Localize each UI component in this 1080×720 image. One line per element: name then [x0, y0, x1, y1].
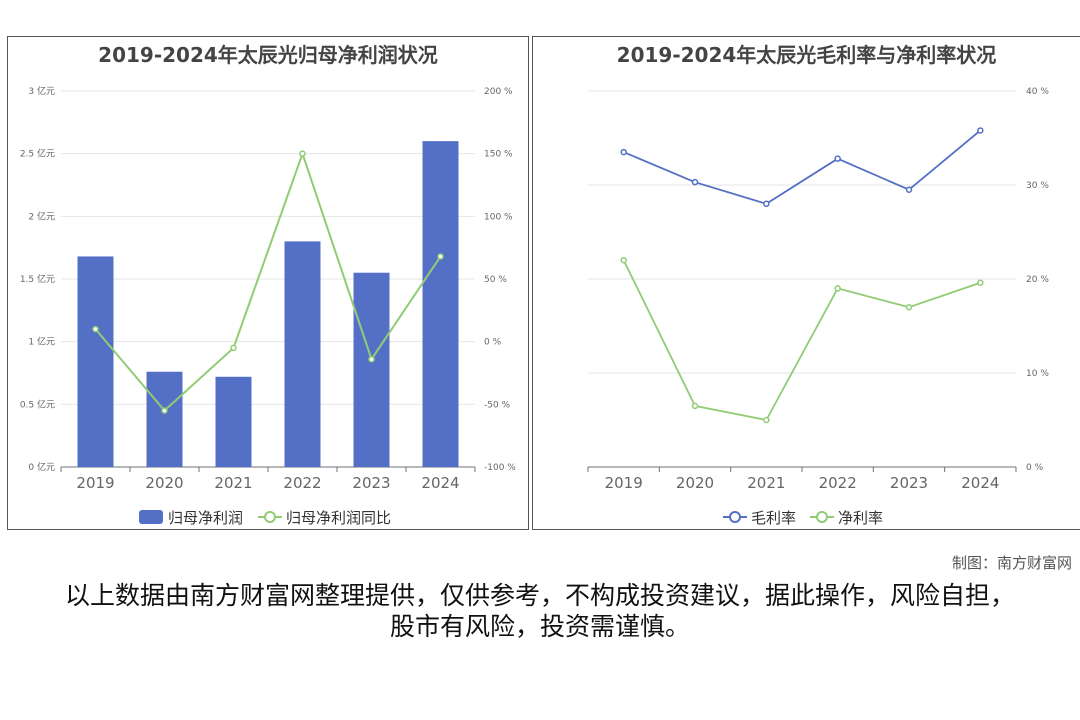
- chart-title: 2019-2024年太辰光毛利率与净利率状况: [616, 43, 997, 67]
- y-right-tick-label: 20 %: [1026, 275, 1049, 285]
- point-gross-margin-2022: [834, 155, 841, 162]
- x-tick-label: 2024: [961, 474, 999, 492]
- bar-net-profit-2020: [146, 371, 183, 467]
- disclaimer-text: 以上数据由南方财富网整理提供，仅供参考，不构成投资建议，据此操作，风险自担，股市…: [64, 581, 1015, 641]
- point-yoy-2021: [230, 344, 237, 352]
- x-tick-label: 2024: [421, 474, 459, 492]
- legend-swatch-bar: [139, 510, 163, 524]
- line-net-profit-yoy: [94, 150, 442, 413]
- x-tick-label: 2022: [819, 474, 857, 492]
- point-net-margin-2021: [763, 416, 770, 424]
- point-net-margin-2020: [691, 402, 699, 410]
- y-left-tick-label: 0.5 亿元: [20, 398, 55, 410]
- y-right-tick-label: 0 %: [484, 338, 502, 348]
- line-gross-margin: [623, 129, 981, 205]
- x-tick-label: 2021: [214, 474, 252, 492]
- point-gross-margin-2024: [977, 127, 984, 134]
- y-left-tick-label: 0 亿元: [28, 461, 55, 473]
- margin-chart: 0 % 10 % 20 % 30 % 40 % 2019 2020 2021 2022 2023 2…: [587, 87, 1049, 527]
- bar-net-profit-2019: [77, 256, 114, 467]
- legend-label-yoy: 归母净利润同比: [286, 509, 391, 527]
- x-tick-label: 2023: [890, 474, 928, 492]
- x-tick-label: 2021: [747, 474, 785, 492]
- x-tick-label: 2020: [145, 474, 183, 492]
- y-right-tick-label: 0 %: [1026, 463, 1044, 473]
- bar-net-profit-2021: [215, 376, 252, 467]
- point-net-margin-2022: [834, 285, 841, 292]
- y-right-tick-label: 30 %: [1026, 181, 1049, 191]
- y-left-tick-label: 2 亿元: [28, 210, 55, 222]
- point-gross-margin-2019: [620, 148, 627, 156]
- bar-net-profit-2023: [353, 272, 390, 467]
- chart-title: 2019-2024年太辰光归母净利润状况: [98, 43, 438, 67]
- y-right-tick-label: 150 %: [484, 150, 513, 160]
- legend-swatch-marker: [729, 511, 741, 523]
- y-right-tick-label: 40 %: [1026, 87, 1049, 97]
- legend-label-net-margin: 净利率: [838, 509, 883, 527]
- x-tick-label: 2019: [76, 474, 114, 492]
- point-net-margin-2019: [620, 256, 627, 264]
- chart-panel-margins: 2019-2024年太辰光毛利率与净利率状况 0 % 10 % 20 % 30 % 40…: [532, 36, 1080, 530]
- y-right-tick-label: 10 %: [1026, 369, 1049, 379]
- y-right-tick-label: 100 %: [484, 212, 513, 222]
- y-left-tick-label: 1 亿元: [28, 336, 55, 348]
- y-left-tick-label: 2.5 亿元: [20, 148, 55, 160]
- point-gross-margin-2023: [905, 186, 913, 193]
- point-yoy-2024: [437, 253, 444, 260]
- point-net-margin-2023: [905, 303, 913, 311]
- legend-swatch-marker: [816, 511, 828, 523]
- point-yoy-2023: [368, 355, 375, 363]
- net-profit-chart: 0 亿元 0.5 亿元 1 亿元 1.5 亿元 2 亿元 2.5 亿元 3 亿元 -100 %…: [20, 85, 516, 527]
- legend-label-net-profit: 归母净利润: [168, 509, 243, 527]
- bar-net-profit-2024: [422, 141, 459, 467]
- x-tick-label: 2023: [352, 474, 390, 492]
- point-yoy-2022: [299, 150, 306, 157]
- legend-swatch-marker: [264, 511, 276, 523]
- point-gross-margin-2020: [691, 178, 699, 186]
- x-tick-label: 2020: [676, 474, 714, 492]
- y-right-tick-label: 50 %: [484, 275, 507, 285]
- x-tick-label: 2019: [605, 474, 643, 492]
- y-left-tick-label: 3 亿元: [28, 85, 55, 97]
- point-net-margin-2024: [977, 279, 984, 287]
- y-right-tick-label: -100 %: [484, 463, 516, 473]
- y-right-tick-label: -50 %: [484, 400, 511, 410]
- point-yoy-2020: [161, 407, 168, 414]
- bar-net-profit-2022: [284, 241, 321, 467]
- x-tick-label: 2022: [283, 474, 321, 492]
- point-gross-margin-2021: [763, 200, 770, 208]
- legend-label-gross-margin: 毛利率: [751, 509, 796, 527]
- chart-credit: 制图：南方财富网: [951, 554, 1072, 572]
- point-yoy-2019: [92, 325, 99, 333]
- line-net-margin: [622, 259, 981, 422]
- y-left-tick-label: 1.5 亿元: [20, 273, 55, 285]
- chart-panel-net-profit: 2019-2024年太辰光归母净利润状况 0 亿元 0.5 亿元 1 亿元 1.5 亿…: [7, 36, 529, 530]
- y-right-tick-label: 200 %: [484, 87, 513, 97]
